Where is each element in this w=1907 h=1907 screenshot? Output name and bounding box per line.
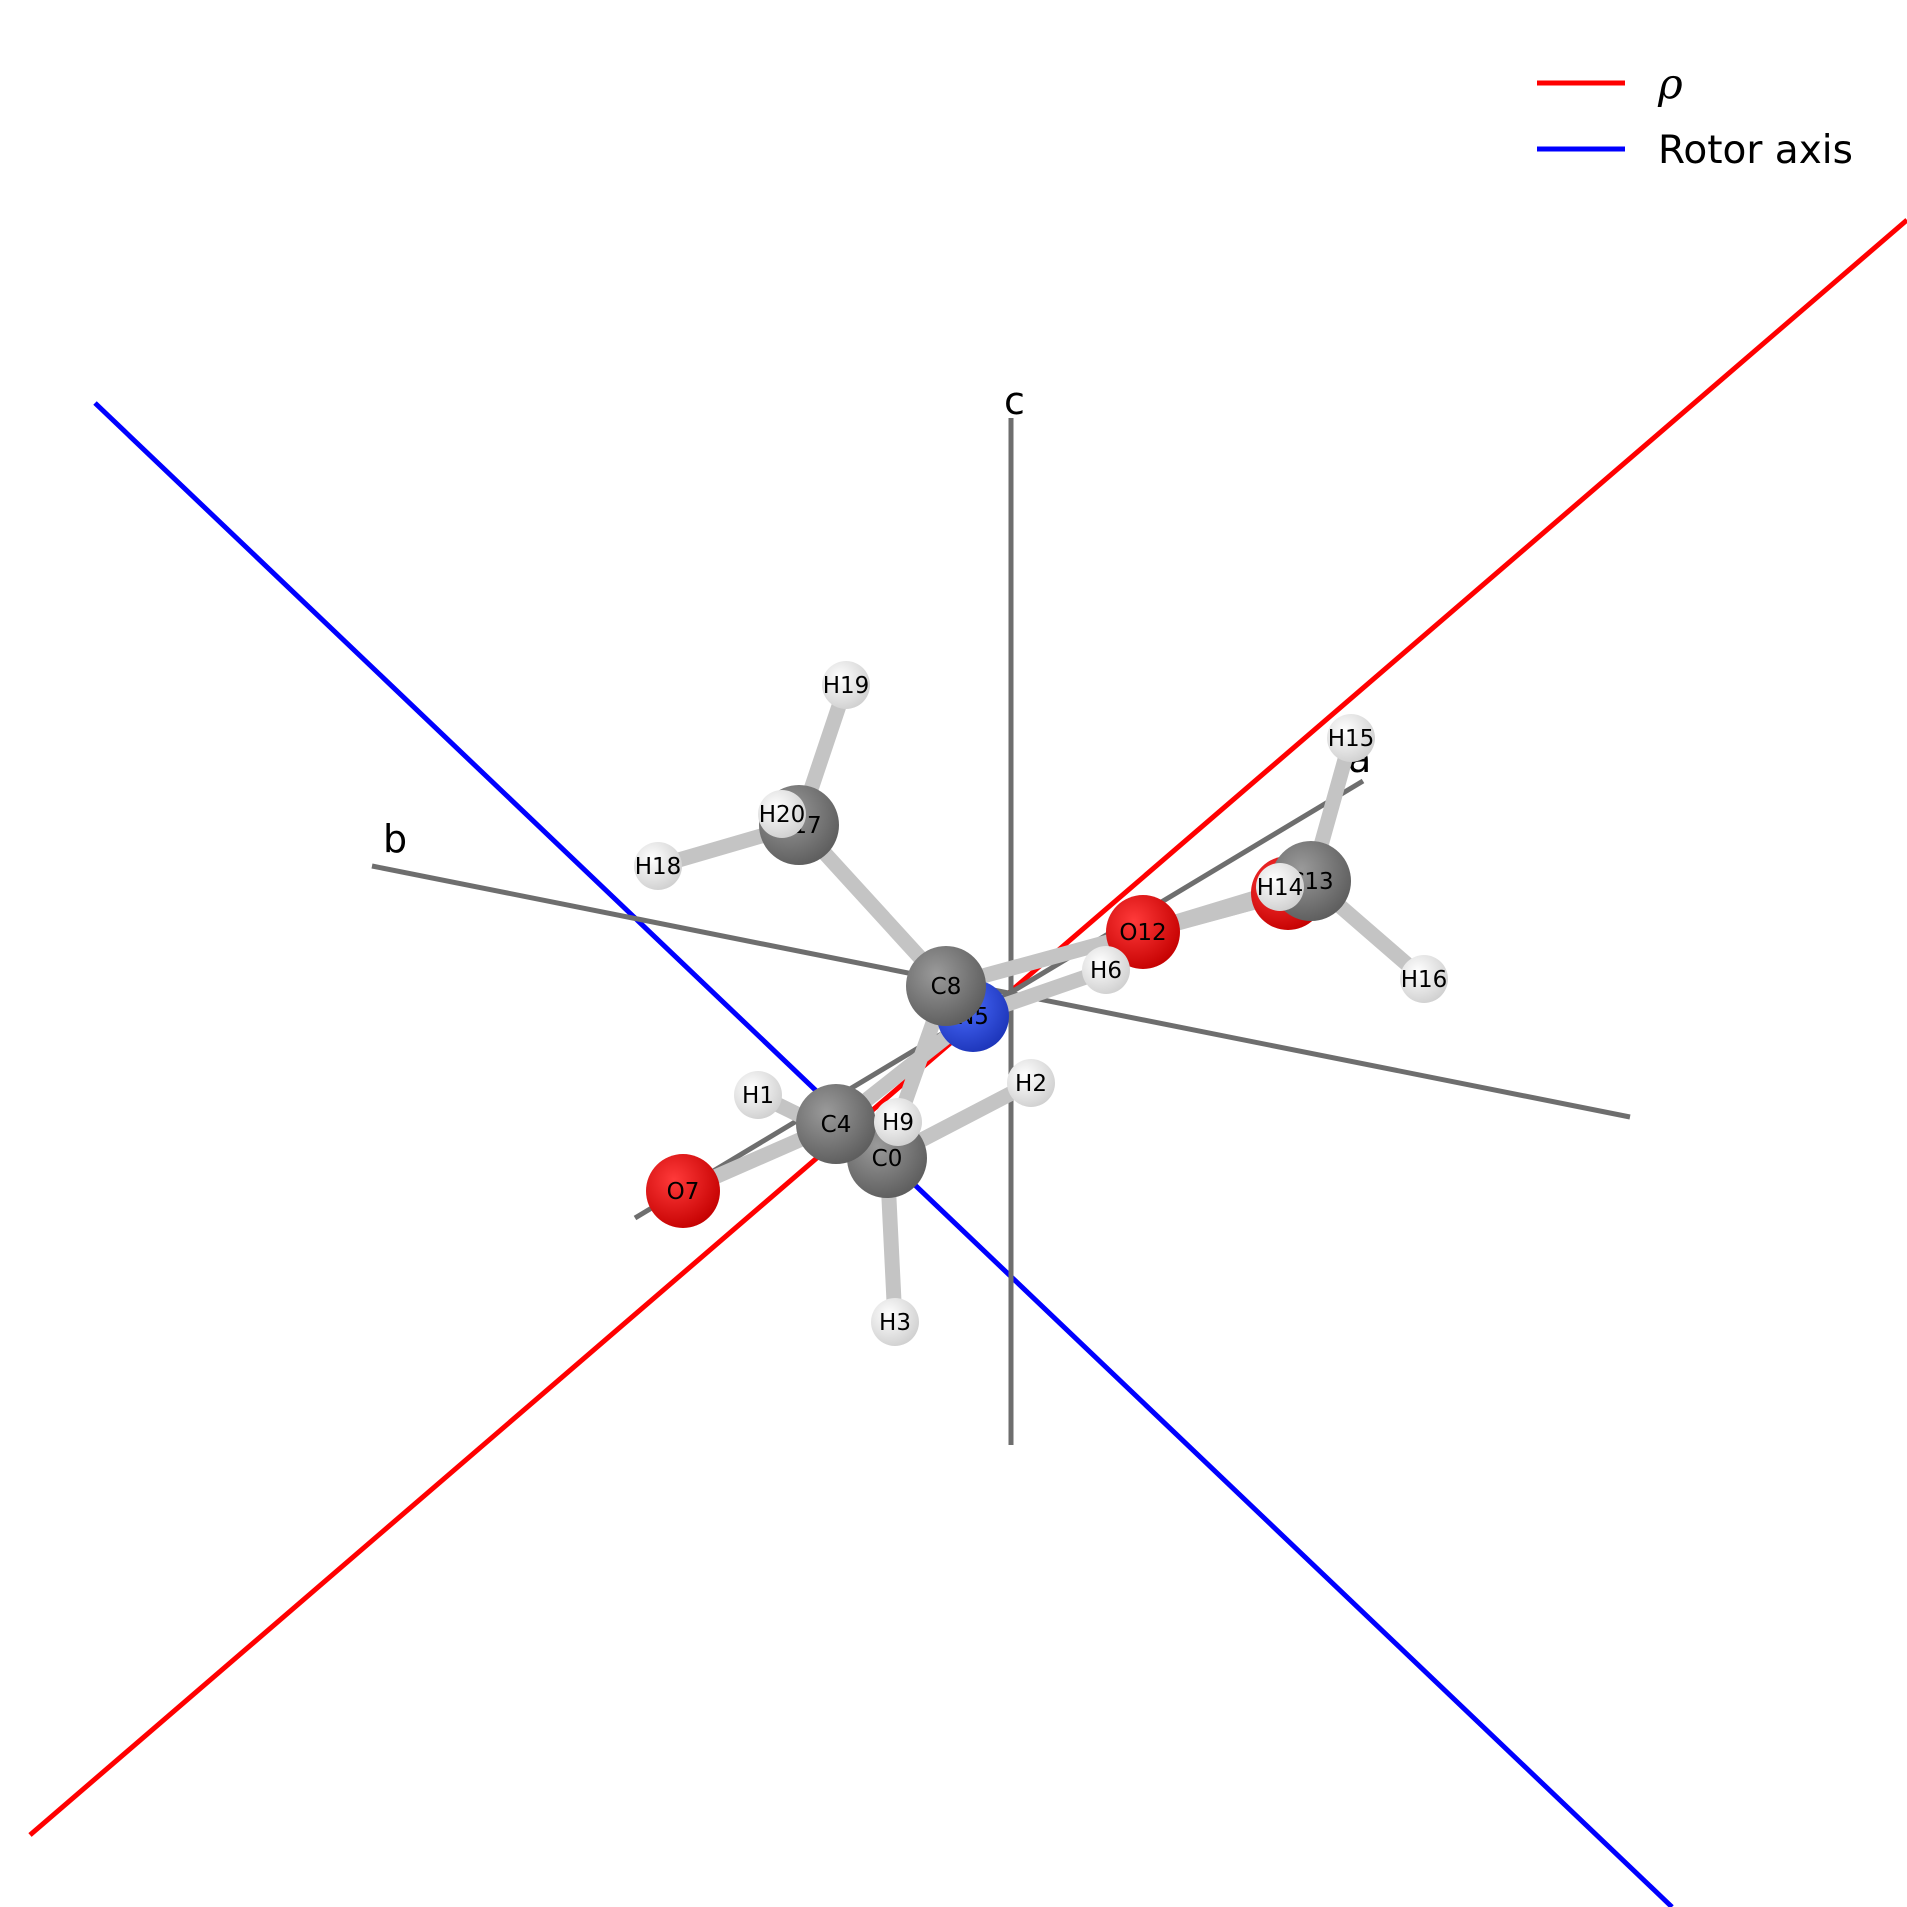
atom-h18: H18 <box>634 842 682 890</box>
atom-sphere-h3 <box>871 1298 919 1346</box>
atom-sphere-h20 <box>758 790 806 838</box>
atom-label-h18: H18 <box>635 854 682 880</box>
atom-label-c8: C8 <box>931 974 962 1000</box>
atom-label-h9: H9 <box>882 1110 914 1136</box>
atom-sphere-o7 <box>646 1154 720 1228</box>
atom-h20: H20 <box>758 790 806 838</box>
atom-h15: H15 <box>1327 714 1375 762</box>
axis-b-label: b <box>383 817 407 861</box>
legend: ρ Rotor axis <box>1537 59 1853 173</box>
atom-c4: C4 <box>796 1084 876 1164</box>
atom-c8: C8 <box>906 946 986 1026</box>
atom-h19: H19 <box>822 661 870 709</box>
atom-sphere-h1 <box>734 1071 782 1119</box>
atom-h1: H1 <box>734 1071 782 1119</box>
atom-label-h1: H1 <box>742 1083 774 1109</box>
atom-h2: H2 <box>1007 1059 1055 1107</box>
legend-rotor-label: Rotor axis <box>1658 128 1853 173</box>
atom-sphere-h19 <box>822 661 870 709</box>
atom-sphere-h16 <box>1400 955 1448 1003</box>
atoms-layer: O11C13H15H16H14O12H19C17H18H20H6N5C8H2C0… <box>634 661 1448 1346</box>
atom-sphere-h9 <box>874 1098 922 1146</box>
legend-rho-label: ρ <box>1657 59 1683 108</box>
atom-sphere-h15 <box>1327 714 1375 762</box>
atom-h3: H3 <box>871 1298 919 1346</box>
frame-axes <box>371 418 1631 1445</box>
atom-h6: H6 <box>1082 946 1130 994</box>
axis-b-line <box>371 863 1631 1120</box>
atom-sphere-h6 <box>1082 946 1130 994</box>
atom-label-h16: H16 <box>1401 967 1448 993</box>
atom-h9: H9 <box>874 1098 922 1146</box>
atom-sphere-h14 <box>1256 863 1304 911</box>
atom-h16: H16 <box>1400 955 1448 1003</box>
atom-sphere-h2 <box>1007 1059 1055 1107</box>
atom-sphere-o12 <box>1106 895 1180 969</box>
atom-label-h19: H19 <box>823 673 870 699</box>
atom-label-o7: O7 <box>667 1179 700 1205</box>
atom-h14: H14 <box>1256 863 1304 911</box>
atom-label-h6: H6 <box>1090 958 1122 984</box>
atom-sphere-c8 <box>906 946 986 1026</box>
atom-label-o12: O12 <box>1119 920 1166 946</box>
bonds-layer <box>650 677 1432 1330</box>
atom-label-c4: C4 <box>821 1112 852 1138</box>
atom-label-h20: H20 <box>759 802 806 828</box>
atom-o7: O7 <box>646 1154 720 1228</box>
atom-sphere-h18 <box>634 842 682 890</box>
atom-label-h3: H3 <box>879 1310 911 1336</box>
atom-label-h15: H15 <box>1328 726 1375 752</box>
atom-sphere-c4 <box>796 1084 876 1164</box>
atom-label-h2: H2 <box>1015 1071 1047 1097</box>
axis-c-label: c <box>1004 379 1025 423</box>
atom-label-h14: H14 <box>1257 875 1304 901</box>
atom-o12: O12 <box>1106 895 1180 969</box>
atom-label-c0: C0 <box>872 1146 903 1172</box>
